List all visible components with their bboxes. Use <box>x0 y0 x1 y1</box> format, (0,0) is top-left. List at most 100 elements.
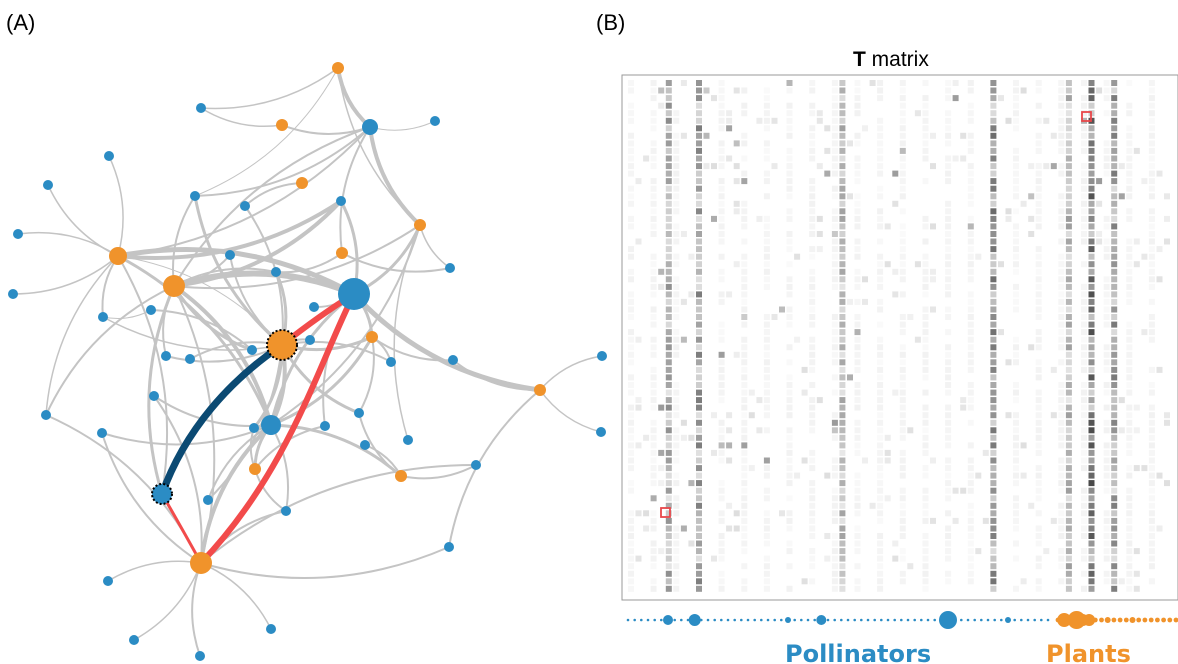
pollinator-dot <box>973 618 976 622</box>
matrix-cell <box>854 298 861 305</box>
matrix-cell <box>899 427 906 434</box>
matrix-cell <box>763 321 770 328</box>
matrix-cell <box>673 495 680 502</box>
matrix-cell <box>1081 533 1087 539</box>
matrix-cell <box>1148 102 1155 109</box>
network-edge <box>153 395 203 564</box>
matrix-cell <box>628 442 634 449</box>
matrix-cell <box>884 261 891 268</box>
matrix-cell <box>628 525 634 532</box>
matrix-cell <box>741 208 748 215</box>
matrix-cell <box>960 487 967 494</box>
matrix-cell <box>1058 208 1065 215</box>
matrix-cell <box>847 298 853 305</box>
matrix-cell <box>990 163 997 170</box>
matrix-cell <box>1111 412 1118 419</box>
matrix-cell <box>1111 178 1118 185</box>
matrix-cell <box>1126 163 1133 170</box>
matrix-cell <box>1148 472 1155 479</box>
matrix-cell <box>718 480 725 487</box>
matrix-cell <box>809 253 816 260</box>
matrix-cell <box>914 110 921 117</box>
matrix-cell <box>1103 215 1110 222</box>
matrix-cell <box>1013 449 1019 456</box>
matrix-cell <box>877 382 884 388</box>
pollinator-node <box>97 428 107 438</box>
matrix-cell <box>990 366 997 373</box>
matrix-cell <box>831 336 838 343</box>
matrix-cell <box>877 140 884 147</box>
matrix-cell <box>1013 510 1019 517</box>
matrix-cell <box>794 336 801 343</box>
pollinator-node <box>305 335 315 345</box>
matrix-cell <box>839 155 846 162</box>
pollinator-node <box>8 289 18 299</box>
plant-dot <box>1129 617 1136 623</box>
matrix-cell <box>831 102 838 109</box>
matrix-cell <box>628 117 634 124</box>
matrix-cell <box>1111 510 1118 517</box>
matrix-cell <box>628 155 634 162</box>
pollinator-node <box>271 267 281 277</box>
matrix-cell <box>862 457 868 464</box>
matrix-cell <box>824 125 831 132</box>
matrix-cell <box>990 510 997 517</box>
matrix-cell <box>741 215 748 222</box>
matrix-cell <box>990 306 997 313</box>
matrix-cell <box>741 178 748 185</box>
matrix-cell <box>967 578 974 585</box>
matrix-cell <box>945 155 952 162</box>
network-graph <box>8 62 607 661</box>
matrix-cell <box>945 366 952 373</box>
matrix-cell <box>1005 117 1012 124</box>
matrix-cell <box>1126 276 1133 283</box>
matrix-cell <box>831 351 838 358</box>
matrix-cell <box>726 457 733 464</box>
matrix-cell <box>628 298 634 305</box>
matrix-cell <box>665 223 672 230</box>
matrix-cell <box>628 540 634 547</box>
matrix-cell <box>628 419 634 426</box>
pollinator-node <box>597 351 607 361</box>
matrix-cell <box>854 533 861 539</box>
matrix-cell <box>1058 117 1065 124</box>
pollinator-node <box>338 278 370 310</box>
matrix-cell <box>1111 246 1118 253</box>
pollinator-node <box>448 355 458 365</box>
matrix-cell <box>650 585 657 592</box>
matrix-cell <box>1111 140 1118 147</box>
matrix-cell <box>1088 533 1095 539</box>
matrix-cell <box>1111 404 1118 411</box>
matrix-cell <box>786 457 793 464</box>
matrix-cell <box>809 555 816 562</box>
matrix-cell <box>831 110 838 117</box>
matrix-cell <box>741 434 748 441</box>
pollinator-node <box>225 250 235 260</box>
matrix-cell <box>899 170 906 177</box>
plant-node <box>190 552 212 574</box>
matrix-cell <box>650 563 657 570</box>
matrix-cell <box>922 555 929 562</box>
matrix-cell <box>930 132 936 139</box>
matrix-cell <box>854 336 861 343</box>
matrix-cell <box>1013 434 1019 441</box>
matrix-cell <box>899 140 906 147</box>
matrix-cell <box>650 321 657 328</box>
matrix-cell <box>650 163 657 170</box>
matrix-cell <box>1164 419 1170 426</box>
matrix-cell <box>1058 578 1065 585</box>
matrix-cell <box>892 555 899 562</box>
matrix-cell <box>1126 412 1133 419</box>
matrix-cell <box>960 155 967 162</box>
matrix-cell <box>696 231 702 237</box>
matrix-cell <box>741 465 748 472</box>
matrix-cell <box>1126 102 1133 109</box>
matrix-cell <box>1058 465 1065 472</box>
matrix-cell <box>854 87 861 94</box>
network-edge <box>147 284 176 496</box>
highlight-path-segment <box>198 292 357 566</box>
matrix-cell <box>665 442 672 449</box>
matrix-cell <box>628 563 634 570</box>
matrix-cell <box>967 442 974 449</box>
matrix-cell <box>763 563 770 570</box>
